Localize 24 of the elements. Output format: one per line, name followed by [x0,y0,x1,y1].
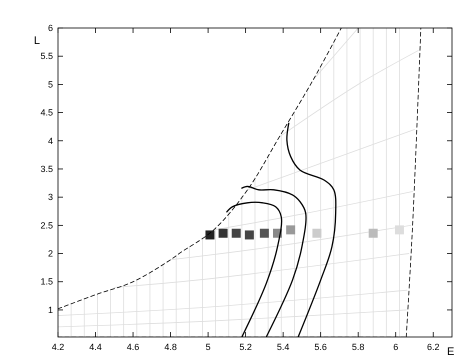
y-tick-label: 4 [48,136,53,146]
y-tick-label: 4.5 [40,108,53,118]
x-tick-label: 5 [206,342,211,352]
y-tick-label: 3 [48,192,53,202]
x-axis-title: E [447,346,454,358]
y-tick-label: 1.5 [40,276,53,287]
y-tick-label: 3.5 [40,164,53,174]
y-tick-label: 1 [48,304,53,315]
y-tick-label: 5 [48,79,53,90]
x-tick-label: 4.2 [52,342,64,352]
y-tick-label: 2 [48,248,53,259]
x-tick-label: 4.8 [164,342,177,352]
x-tick-label: 5.4 [276,342,290,352]
y-tick-label: 5.5 [40,51,53,62]
x-tick-label: 5.8 [352,342,364,352]
x-tick-label: 4.4 [89,342,102,352]
x-tick-label: 4.6 [126,342,140,352]
y-tick-label: 6 [48,23,53,33]
x-tick-label: 5.2 [239,342,252,352]
x-tick-label: 6 [393,342,398,352]
x-tick-label: 5.6 [314,342,327,352]
y-tick-label: 2.5 [40,220,53,230]
x-tick-label: 6.2 [426,342,440,352]
y-axis-title: L [34,35,40,47]
